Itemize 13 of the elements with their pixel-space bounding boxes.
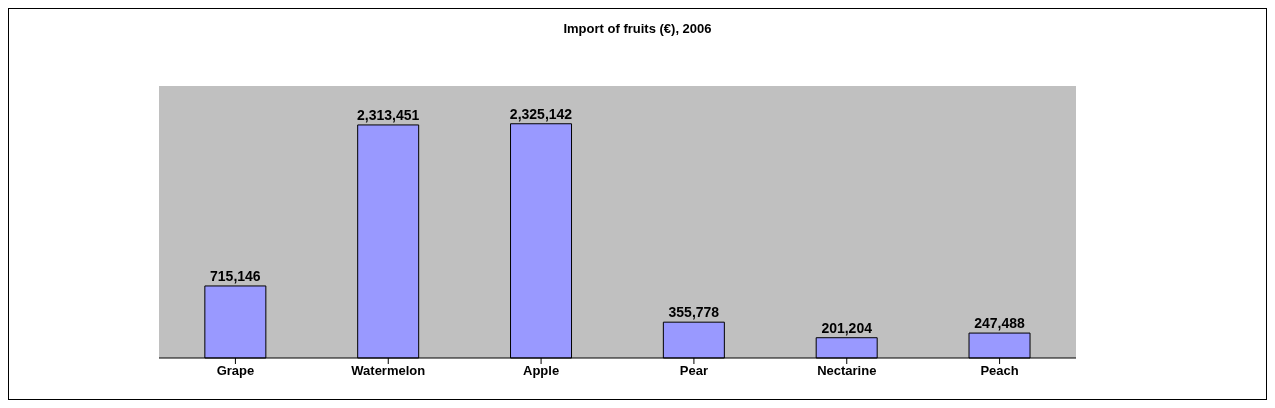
x-tick-label: Apple	[523, 363, 560, 379]
data-label: 2,313,451	[357, 106, 420, 123]
data-label: 2,325,142	[509, 105, 573, 122]
x-tick-label: Peach	[980, 363, 1019, 379]
x-tick-label: Watermelon	[351, 363, 426, 379]
data-label: 355,778	[668, 304, 720, 321]
chart-title: Import of fruits (€), 2006	[562, 20, 713, 36]
data-label: 247,488	[974, 315, 1026, 332]
x-tick-label: Pear	[679, 363, 709, 379]
x-tick-label: Grape	[216, 363, 255, 379]
data-label: 715,146	[210, 267, 261, 284]
data-label: 201,204	[821, 319, 873, 336]
x-tick-label: Nectarine	[817, 363, 877, 379]
